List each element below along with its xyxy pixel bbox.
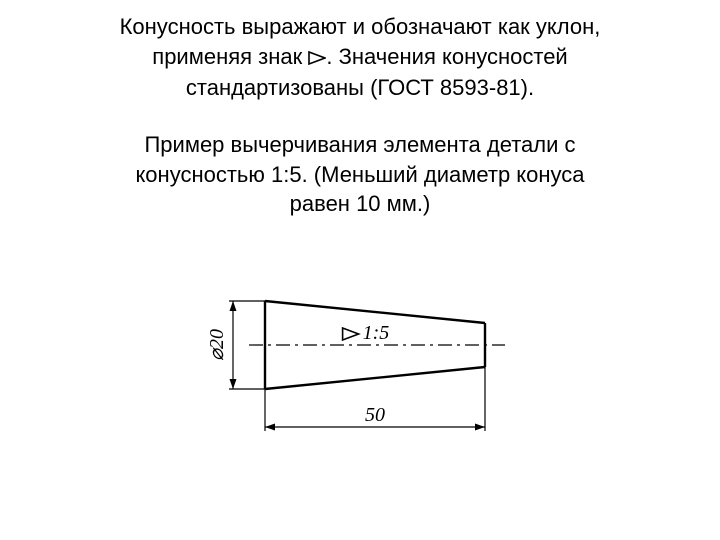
taper-drawing: 1:5 ⌀20 50 [180, 270, 540, 500]
taper-symbol-icon [308, 44, 326, 74]
p2-line1: Пример вычерчивания элемента детали с [144, 132, 575, 157]
paragraph-2: Пример вычерчивания элемента детали с ко… [0, 130, 720, 219]
page: Конусность выражают и обозначают как укл… [0, 0, 720, 540]
taper-drawing-svg: 1:5 ⌀20 50 [180, 270, 540, 500]
paragraph-1: Конусность выражают и обозначают как укл… [0, 12, 720, 103]
svg-text:⌀20: ⌀20 [206, 329, 228, 361]
p2-line3: равен 10 мм.) [290, 191, 431, 216]
svg-text:50: 50 [365, 404, 385, 426]
svg-text:1:5: 1:5 [363, 322, 390, 344]
p1-line1: Конусность выражают и обозначают как укл… [120, 14, 601, 39]
p1-line3: стандартизованы (ГОСТ 8593-81). [186, 75, 534, 100]
p1-line2b: . Значения конусностей [326, 44, 567, 69]
p1-line2a: применяя знак [152, 44, 308, 69]
p2-line2: конусностью 1:5. (Меньший диаметр конуса [135, 162, 584, 187]
